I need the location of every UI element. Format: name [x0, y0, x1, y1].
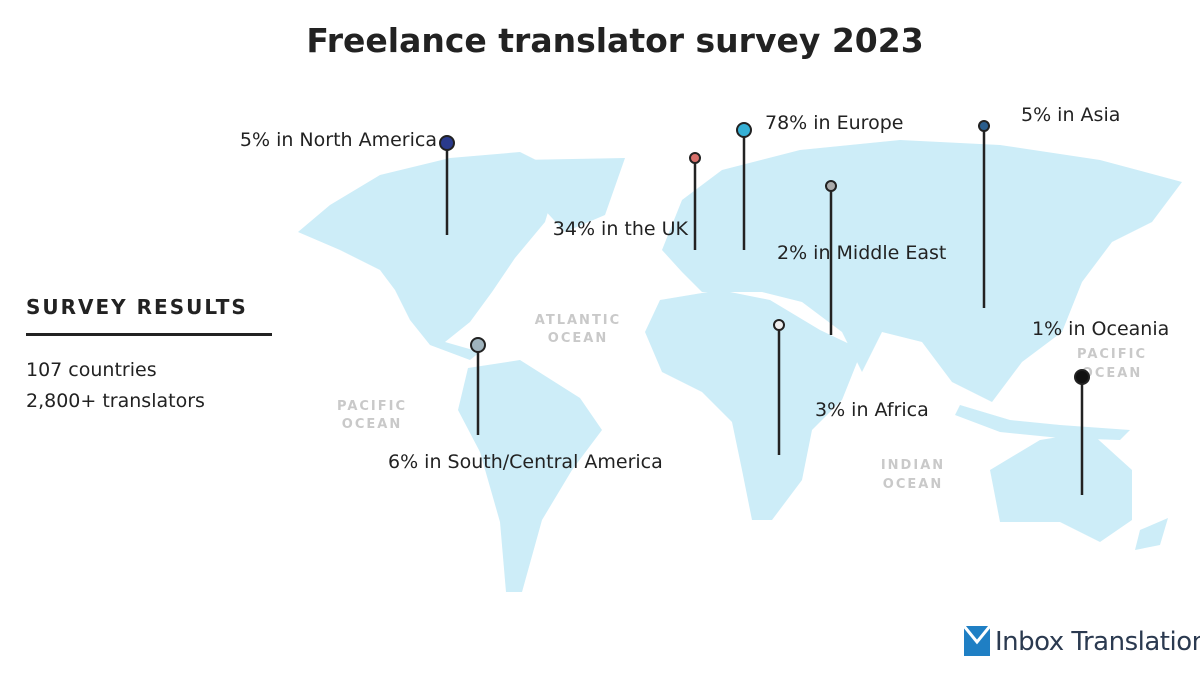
- pin-head: [470, 337, 486, 353]
- pin-label: 2% in Middle East: [777, 242, 946, 264]
- pin-head: [689, 152, 701, 164]
- pin-head: [736, 122, 752, 138]
- pin-head: [978, 120, 990, 132]
- pin-label: 1% in Oceania: [1032, 318, 1169, 340]
- logo-text: Inbox Translation: [995, 627, 1200, 657]
- summary-line: 2,800+ translators: [26, 390, 205, 412]
- ocean-label: INDIAN: [881, 458, 945, 473]
- summary-line: 107 countries: [26, 359, 157, 381]
- pin-label: 34% in the UK: [553, 218, 689, 240]
- pin-label: 5% in North America: [240, 129, 437, 151]
- ocean-label: OCEAN: [342, 417, 402, 432]
- summary-heading: SURVEY RESULTS: [26, 295, 248, 319]
- pin-head: [439, 135, 455, 151]
- ocean-label: PACIFIC: [337, 399, 407, 414]
- summary: SURVEY RESULTS 107 countries 2,800+ tran…: [26, 295, 272, 412]
- pin-label: 5% in Asia: [1021, 104, 1120, 126]
- pin-label: 3% in Africa: [815, 399, 929, 421]
- pin-head: [1074, 369, 1090, 385]
- ocean-label: OCEAN: [548, 331, 608, 346]
- pin-head: [773, 319, 785, 331]
- pin-label: 6% in South/Central America: [388, 451, 663, 473]
- ocean-label: OCEAN: [1082, 366, 1142, 381]
- ocean-label: OCEAN: [883, 477, 943, 492]
- underline: [26, 333, 272, 336]
- ocean-label: PACIFIC: [1077, 347, 1147, 362]
- pin-label: 78% in Europe: [765, 112, 903, 134]
- ocean-label: ATLANTIC: [535, 313, 621, 328]
- logo-icon-flap: [962, 625, 992, 645]
- pins: 5% in North America 34% in the UK 78% in…: [240, 104, 1169, 495]
- pin-head: [825, 180, 837, 192]
- title: Freelance translator survey 2023: [306, 21, 923, 60]
- world-map: [298, 140, 1182, 592]
- logo: Inbox Translation: [962, 625, 1200, 657]
